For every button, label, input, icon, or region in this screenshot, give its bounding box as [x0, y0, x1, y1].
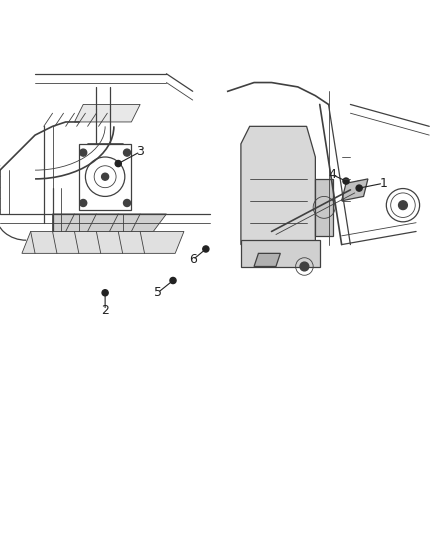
Circle shape	[124, 149, 131, 156]
Circle shape	[203, 246, 209, 252]
Circle shape	[343, 178, 349, 184]
Circle shape	[102, 173, 109, 180]
Text: 2: 2	[101, 304, 109, 317]
Polygon shape	[74, 104, 140, 122]
Circle shape	[80, 149, 87, 156]
Circle shape	[124, 199, 131, 206]
Polygon shape	[22, 231, 184, 253]
Circle shape	[300, 262, 309, 271]
Circle shape	[355, 181, 364, 190]
Polygon shape	[342, 179, 368, 201]
Circle shape	[356, 185, 362, 191]
Text: 1: 1	[379, 177, 387, 190]
Circle shape	[115, 160, 121, 167]
Text: 3: 3	[136, 146, 144, 158]
Circle shape	[80, 199, 87, 206]
Polygon shape	[254, 253, 280, 266]
Circle shape	[399, 201, 407, 209]
Circle shape	[170, 278, 176, 284]
Polygon shape	[53, 214, 166, 231]
Polygon shape	[315, 179, 333, 236]
Text: 6: 6	[189, 253, 197, 266]
Polygon shape	[241, 126, 315, 245]
Text: 5: 5	[154, 286, 162, 300]
Circle shape	[102, 290, 108, 296]
Text: 4: 4	[328, 168, 336, 181]
Polygon shape	[241, 240, 320, 266]
